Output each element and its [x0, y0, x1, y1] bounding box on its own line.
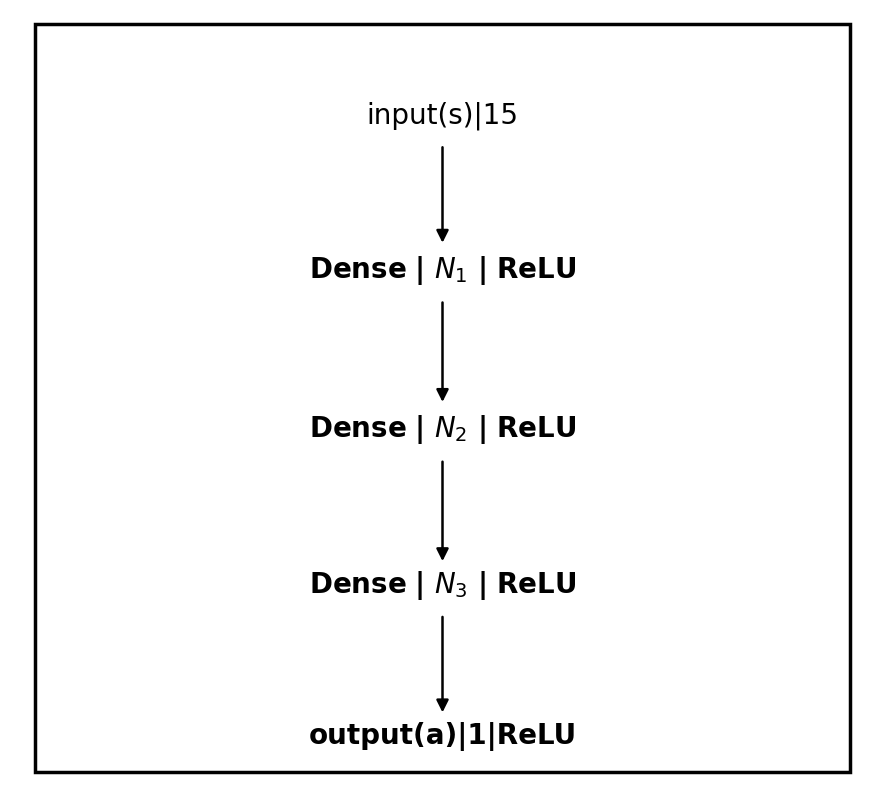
- Text: output(a)|1|ReLU: output(a)|1|ReLU: [309, 722, 576, 751]
- Text: $\mathbf{Dense\ |\ }$$\mathit{N}_{1}$$\mathbf{\ |\ ReLU}$: $\mathbf{Dense\ |\ }$$\mathit{N}_{1}$$\m…: [309, 254, 576, 287]
- Text: $\mathbf{Dense\ |\ }$$\mathit{N}_{3}$$\mathbf{\ |\ ReLU}$: $\mathbf{Dense\ |\ }$$\mathit{N}_{3}$$\m…: [309, 568, 576, 602]
- Text: $\mathbf{Dense\ |\ }$$\mathit{N}_{2}$$\mathbf{\ |\ ReLU}$: $\mathbf{Dense\ |\ }$$\mathit{N}_{2}$$\m…: [309, 413, 576, 447]
- Text: input(s)|15: input(s)|15: [366, 101, 519, 130]
